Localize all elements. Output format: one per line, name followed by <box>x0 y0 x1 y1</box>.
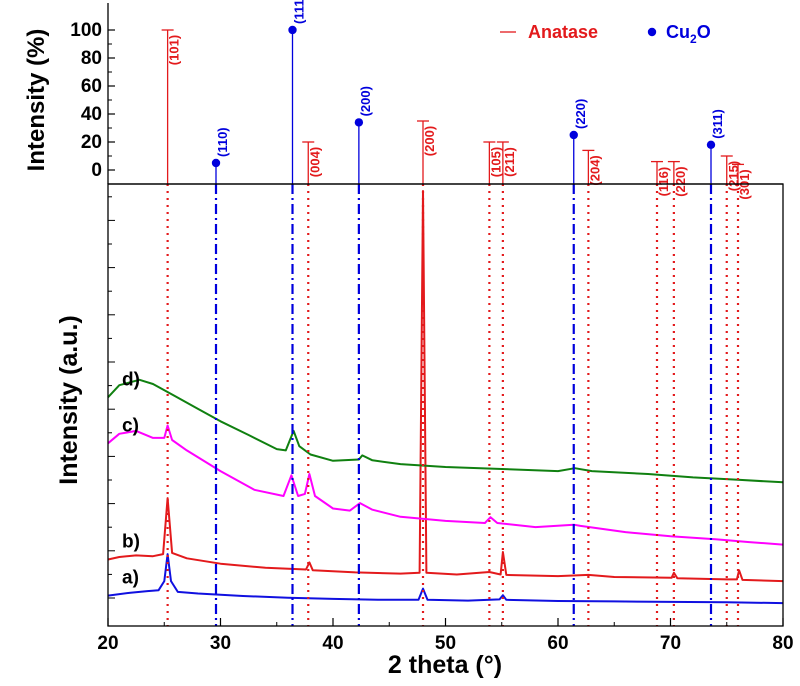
ref-y-tick-label: 0 <box>91 160 102 181</box>
hkl-label: (220) <box>673 166 688 196</box>
cu2o-stem-marker <box>569 130 578 140</box>
axes: 0 20 40 60 80 100 20 30 40 50 60 70 80 <box>70 3 794 654</box>
hkl-label: (105) <box>488 147 503 177</box>
cu2o-stem-marker <box>706 140 716 149</box>
hkl-label: (204) <box>587 155 602 185</box>
hkl-label: (116) <box>656 167 671 197</box>
hkl-label: (311) <box>710 109 725 139</box>
legend: Anatase Cu2O <box>500 22 711 46</box>
legend-cu2o-marker <box>647 27 657 37</box>
x-tick-label: 50 <box>435 633 456 654</box>
legend-cu2o-label: Cu2O <box>666 22 711 46</box>
x-tick-label: 80 <box>772 633 793 654</box>
ref-y-tick-label: 80 <box>81 48 102 69</box>
xrd-curve-b <box>107 190 784 583</box>
cu2o-stem-marker <box>354 118 364 127</box>
x-tick-label: 40 <box>322 633 343 654</box>
x-axis-title: 2 theta (°) <box>388 651 502 679</box>
x-tick-label: 60 <box>547 633 568 654</box>
x-tick-label: 30 <box>210 633 231 654</box>
xrd-pattern-panel: a) b) c) d) <box>107 190 784 605</box>
curve-label-d: d) <box>122 369 140 390</box>
legend-anatase-label: Anatase <box>528 22 598 42</box>
xrd-curve-c <box>107 424 784 546</box>
hkl-label: (200) <box>422 126 437 156</box>
ref-y-tick-label: 60 <box>81 76 102 97</box>
xrd-curve-d <box>107 378 784 484</box>
curve-label-c: c) <box>122 415 139 436</box>
hkl-label: (220) <box>573 99 588 129</box>
hkl-label: (200) <box>358 86 373 116</box>
ref-y-tick-label: 100 <box>70 20 102 41</box>
hkl-label: (101) <box>167 35 182 65</box>
curve-label-b: b) <box>122 532 140 553</box>
hkl-label: (004) <box>307 147 322 177</box>
cu2o-stem-marker <box>288 25 297 35</box>
main-y-axis-title: Intensity (a.u.) <box>55 315 83 484</box>
ref-y-axis-title: Intensity (%) <box>23 29 50 172</box>
hkl-label: (110) <box>215 127 230 157</box>
reference-drop-lines <box>166 184 740 626</box>
xrd-curve-a <box>107 553 784 605</box>
curve-label-a: a) <box>122 568 139 589</box>
main-plot-frame <box>107 183 784 627</box>
hkl-label: (111) <box>292 0 307 24</box>
x-tick-label: 20 <box>97 633 118 654</box>
ref-y-tick-label: 40 <box>81 104 102 125</box>
ref-y-tick-label: 20 <box>81 132 102 153</box>
x-tick-label: 70 <box>660 633 681 654</box>
hkl-label: (211) <box>502 147 517 177</box>
reference-stem-panel: (101)(004)(200)(105)(211) (204) (116) (220)… <box>161 0 752 200</box>
cu2o-stem-marker <box>211 158 221 168</box>
